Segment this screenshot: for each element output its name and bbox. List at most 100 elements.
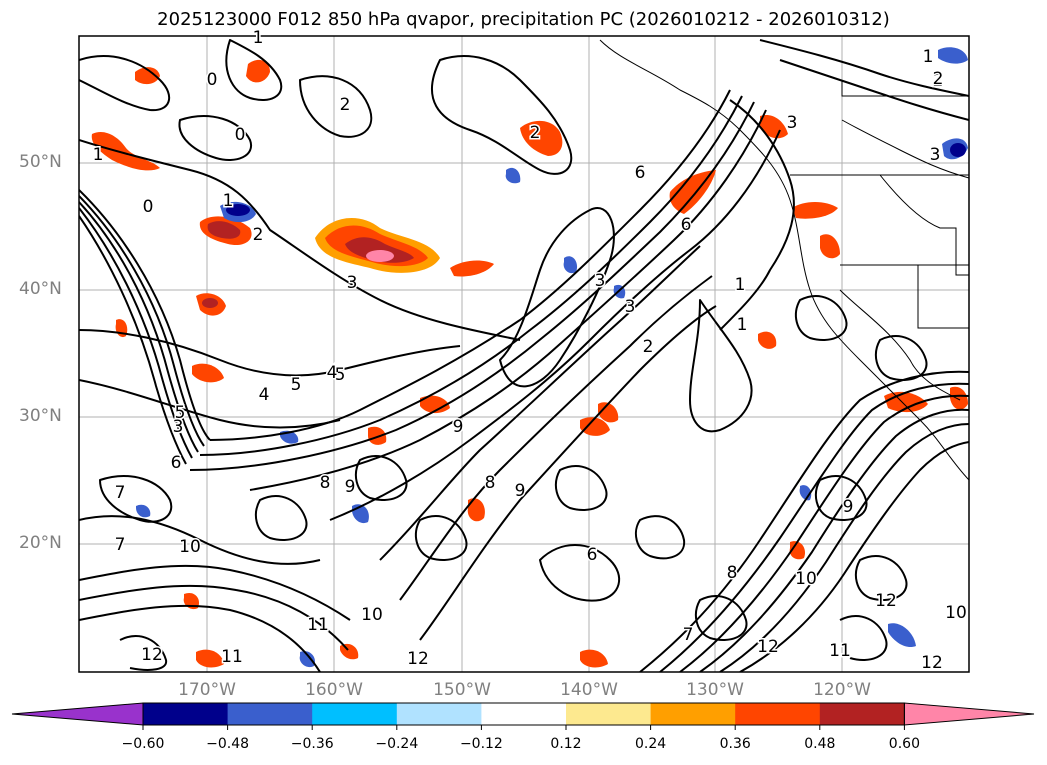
- precip-positive-blob: [368, 426, 387, 445]
- precip-negative-blob: [505, 167, 521, 184]
- contour-label: 6: [635, 163, 646, 183]
- colorbar-tick-label: 0.24: [635, 736, 667, 752]
- precip-positive-blob: [758, 331, 777, 349]
- colorbar-swatch: [396, 703, 482, 725]
- contour-label: 9: [843, 497, 854, 517]
- contour-label: 1: [735, 275, 746, 295]
- precip-negative-blob: [299, 651, 316, 668]
- contour-label: 3: [625, 297, 636, 317]
- lat-label: 30°N: [19, 406, 62, 426]
- precip-positive-blob: [520, 120, 563, 156]
- contour-label: 12: [407, 649, 429, 669]
- precip-positive-blob: [340, 643, 359, 660]
- precip-positive-blob: [792, 202, 838, 219]
- contour-label: 1: [253, 28, 264, 48]
- contour-label: 8: [727, 563, 738, 583]
- contour-label: 0: [207, 70, 218, 90]
- precip-positive-blob: [789, 541, 806, 560]
- precip-positive-blob: [760, 114, 788, 139]
- lat-label: 50°N: [19, 152, 62, 172]
- precip-positive-blob: [196, 649, 224, 668]
- contour-label: 11: [829, 641, 851, 661]
- lat-label: 20°N: [19, 533, 62, 553]
- qvapor-contours: [79, 39, 969, 672]
- lat-label: 40°N: [19, 279, 62, 299]
- contour-label: 1: [737, 315, 748, 335]
- map-title: 2025123000 F012 850 hPa qvapor, precipit…: [157, 9, 890, 30]
- colorbar-tick-label: −0.12: [459, 736, 503, 752]
- contour-label: 2: [530, 123, 541, 143]
- precip-positive-blob: [467, 498, 485, 522]
- colorbar-tick-label: −0.36: [290, 736, 334, 752]
- contour-label: 8: [485, 473, 496, 493]
- colorbar-swatch: [650, 703, 736, 725]
- colorbar-swatch: [227, 703, 313, 725]
- precip-positive-blob: [950, 386, 968, 410]
- contour-label: 5: [291, 375, 302, 395]
- precip-negative-blob: [888, 623, 916, 648]
- contour-label: 2: [340, 95, 351, 115]
- map-frame: [78, 35, 970, 673]
- contour-label: 7: [683, 625, 694, 645]
- contour-label: 6: [587, 545, 598, 565]
- contour-label: 6: [681, 215, 692, 235]
- contour-label: 6: [171, 453, 182, 473]
- colorbar-swatch: [481, 703, 567, 725]
- precip-positive-blob: [450, 260, 494, 277]
- contour-label: 9: [515, 481, 526, 501]
- colorbar-tick-label: −0.48: [206, 736, 250, 752]
- contour-label: 1: [223, 191, 234, 211]
- contour-label: 10: [945, 603, 967, 623]
- contour-label: 9: [453, 417, 464, 437]
- contour-label: 5: [335, 365, 346, 385]
- contour-label: 0: [235, 125, 246, 145]
- contour-label: 12: [875, 591, 897, 611]
- colorbar-tick-label: −0.24: [375, 736, 419, 752]
- precip-blobs: [91, 47, 968, 668]
- contour-label: 10: [179, 537, 201, 557]
- contour-label: 4: [259, 385, 270, 405]
- precip-positive-blob: [135, 67, 160, 85]
- precip-positive-blob: [192, 363, 224, 383]
- coastlines: [599, 39, 969, 481]
- colorbar-swatch: [312, 703, 398, 725]
- colorbar-tick-label: 0.12: [550, 736, 582, 752]
- contour-label: 10: [795, 569, 817, 589]
- colorbar-extend-high: [903, 702, 1035, 726]
- precip-positive-blob: [91, 131, 160, 171]
- colorbar-tick-label: 0.36: [719, 736, 751, 752]
- contour-label: 2: [933, 71, 944, 91]
- contour-label: 5: [175, 403, 186, 423]
- precip-positive-blob: [820, 234, 840, 259]
- lon-label: 130°W: [686, 680, 744, 700]
- contour-label: 1: [93, 145, 104, 165]
- lon-label: 140°W: [560, 680, 618, 700]
- contour-label: 11: [307, 615, 329, 635]
- colorbar-swatch: [819, 703, 905, 725]
- precip-positive-blob: [420, 395, 450, 414]
- precip-negative-blob: [136, 504, 151, 518]
- precip-positive-blob: [598, 402, 619, 423]
- contour-label: 12: [757, 637, 779, 657]
- contour-label: 7: [115, 535, 126, 555]
- contour-label: 3: [347, 273, 358, 293]
- contour-label: 9: [345, 477, 356, 497]
- contour-label: 12: [921, 653, 943, 673]
- lon-label: 170°W: [178, 680, 236, 700]
- contour-label: 3: [173, 417, 184, 437]
- lon-label: 160°W: [305, 680, 363, 700]
- colorbar-swatch: [143, 703, 229, 725]
- contour-label: 1: [923, 47, 934, 67]
- colorbar-swatch: [566, 703, 652, 725]
- precip-negative-blob: [950, 143, 966, 157]
- contour-label: 2: [933, 69, 944, 89]
- contour-label: 4: [327, 363, 338, 383]
- contour-label: 0: [143, 197, 154, 217]
- colorbar-frame: [142, 702, 905, 726]
- colorbar-tick-label: 0.48: [804, 736, 836, 752]
- precip-positive-blob: [202, 298, 218, 308]
- colorbar-swatch: [735, 703, 821, 725]
- contour-label: 12: [141, 645, 163, 665]
